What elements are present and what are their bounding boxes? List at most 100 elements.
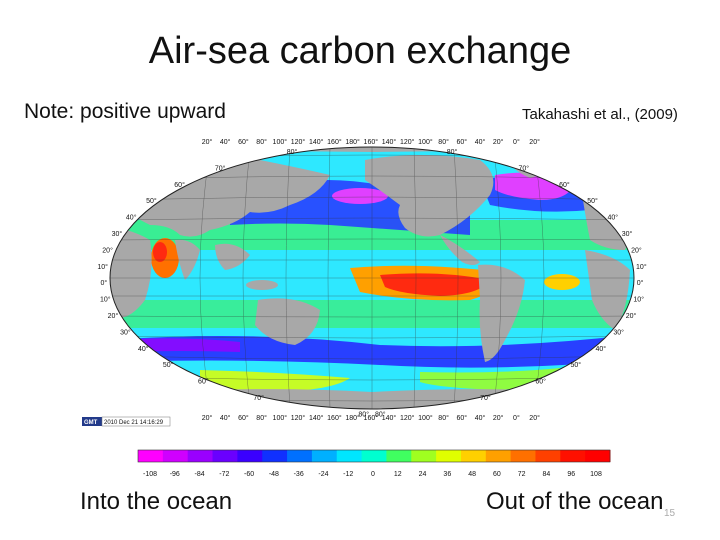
colorbar-tick-label: -108 xyxy=(143,471,157,478)
colorbar-tick-label: -72 xyxy=(219,471,229,478)
lon-label-top: 160° xyxy=(327,138,342,146)
lat-label-right: 10° xyxy=(633,296,644,304)
lat-label-right: 50° xyxy=(587,197,598,205)
colorbar-segment xyxy=(237,450,263,462)
lon-label-bottom: 0° xyxy=(513,414,520,422)
colorbar-segment xyxy=(460,450,487,462)
lat-label-right: 50° xyxy=(571,361,582,369)
lat-labels-left: 80°70°60°50°40°30°20°10°0°10°20°30°40°50… xyxy=(97,148,369,418)
lon-label-bottom: 20° xyxy=(529,414,540,422)
lat-labels-right: 80°70°60°50°40°30°20°10°0°10°20°30°40°50… xyxy=(375,148,647,418)
lon-label-bottom: 80° xyxy=(256,414,267,422)
into-ocean-caption: Into the ocean xyxy=(80,488,233,515)
lon-label-top: 60° xyxy=(457,138,468,146)
lat-label-left: 70° xyxy=(253,394,264,402)
lat-label-left: 30° xyxy=(112,230,123,238)
lon-label-top: 40° xyxy=(220,138,231,146)
colorbar-tick-label: -96 xyxy=(170,471,180,478)
globe-outline xyxy=(109,146,635,410)
lon-label-bottom: 160° xyxy=(364,414,379,422)
note-text: Note: positive upward xyxy=(24,100,226,123)
colorbar-segment xyxy=(535,450,561,462)
lon-label-top: 80° xyxy=(256,138,267,146)
lat-label-right: 40° xyxy=(595,345,606,353)
colorbar-segment xyxy=(187,450,214,462)
colorbar-tick-label: 48 xyxy=(468,471,476,478)
colorbar-segment xyxy=(585,450,611,462)
colorbar-segment xyxy=(287,450,313,462)
colorbar-segment xyxy=(485,450,512,462)
lon-label-top: 40° xyxy=(475,138,486,146)
citation-text: Takahashi et al., (2009) xyxy=(522,106,678,123)
lon-label-bottom: 120° xyxy=(291,414,306,422)
lon-label-bottom: 80° xyxy=(438,414,449,422)
slide-title: Air-sea carbon exchange xyxy=(148,30,572,72)
colorbar-segment xyxy=(212,450,238,462)
lon-label-top: 140° xyxy=(309,138,324,146)
colorbar-tick-label: -84 xyxy=(194,471,204,478)
lat-label-right: 30° xyxy=(622,230,633,238)
lon-label-top: 180° xyxy=(345,138,360,146)
lon-label-bottom: 20° xyxy=(493,414,504,422)
lat-label-right: 60° xyxy=(559,181,570,189)
lat-label-left: 40° xyxy=(126,214,137,222)
lon-label-top: 20° xyxy=(493,138,504,146)
lon-label-top: 100° xyxy=(273,138,288,146)
gmt-logo-text: GMT xyxy=(84,420,98,426)
lon-label-top: 160° xyxy=(364,138,379,146)
colorbar-segment xyxy=(411,450,437,462)
colorbar-outline xyxy=(137,449,611,463)
colorbar-segment xyxy=(386,450,412,462)
lon-label-top: 120° xyxy=(291,138,306,146)
lon-label-bottom: 60° xyxy=(238,414,249,422)
colorbar-tick-label: 84 xyxy=(543,471,551,478)
colorbar-tick-label: -48 xyxy=(269,471,279,478)
colorbar-tick-label: 108 xyxy=(590,471,602,478)
lat-label-right: 40° xyxy=(607,214,618,222)
lon-label-bottom: 40° xyxy=(475,414,486,422)
lat-label-left: 60° xyxy=(174,181,185,189)
colorbar-segment xyxy=(361,450,387,462)
lat-label-left: 50° xyxy=(163,361,174,369)
lon-label-top: 20° xyxy=(202,138,213,146)
lat-label-left: 70° xyxy=(215,164,226,172)
lon-label-bottom: 100° xyxy=(418,414,433,422)
colorbar-tick-label: 24 xyxy=(419,471,427,478)
out-of-ocean-caption: Out of the ocean xyxy=(486,488,664,515)
lon-labels-bottom: 20° 40° 60° 80° 100° 120° 140° 160° 180° 160° 140°… xyxy=(202,414,540,422)
lat-label-right: 80° xyxy=(447,148,458,156)
colorbar-tick-label: -12 xyxy=(343,471,353,478)
lon-label-top: 140° xyxy=(382,138,397,146)
lon-labels-top: 20° 40° 60° 80° 100° 120° 140° 160° 180° 160° 140°… xyxy=(202,138,540,146)
lat-label-left: 0° xyxy=(101,279,108,287)
colorbar xyxy=(137,449,611,463)
lon-label-bottom: 20° xyxy=(202,414,213,422)
lat-label-right: 20° xyxy=(626,312,637,320)
lon-label-top: 100° xyxy=(418,138,433,146)
lat-label-right: 70° xyxy=(519,164,530,172)
colorbar-tick-label: -60 xyxy=(244,471,254,478)
colorbar-tick-label: 60 xyxy=(493,471,501,478)
lat-label-right: 60° xyxy=(535,378,546,386)
lat-label-left: 10° xyxy=(97,263,108,271)
gmt-timestamp: 2010 Dec 21 14:16:29 xyxy=(104,420,164,426)
lat-label-right: 10° xyxy=(636,263,647,271)
lat-label-right: 80° xyxy=(375,410,386,418)
colorbar-segment xyxy=(138,450,164,462)
lat-label-left: 80° xyxy=(287,148,298,156)
colorbar-ticks: -108 -96 -84 -72 -60 -48 -36 -24 -12 0 12 24 36 48 60 7… xyxy=(143,471,602,478)
lon-label-bottom: 140° xyxy=(309,414,324,422)
colorbar-segment xyxy=(311,450,338,462)
colorbar-segment xyxy=(560,450,586,462)
lat-label-left: 60° xyxy=(198,378,209,386)
colorbar-tick-label: -24 xyxy=(318,471,328,478)
lat-label-right: 20° xyxy=(631,246,642,254)
lat-label-right: 0° xyxy=(637,279,644,287)
colorbar-segment xyxy=(510,450,536,462)
lat-label-left: 40° xyxy=(138,345,149,353)
lon-label-bottom: 60° xyxy=(457,414,468,422)
colorbar-tick-label: 12 xyxy=(394,471,402,478)
colorbar-segment xyxy=(162,450,189,462)
lon-label-top: 60° xyxy=(238,138,249,146)
